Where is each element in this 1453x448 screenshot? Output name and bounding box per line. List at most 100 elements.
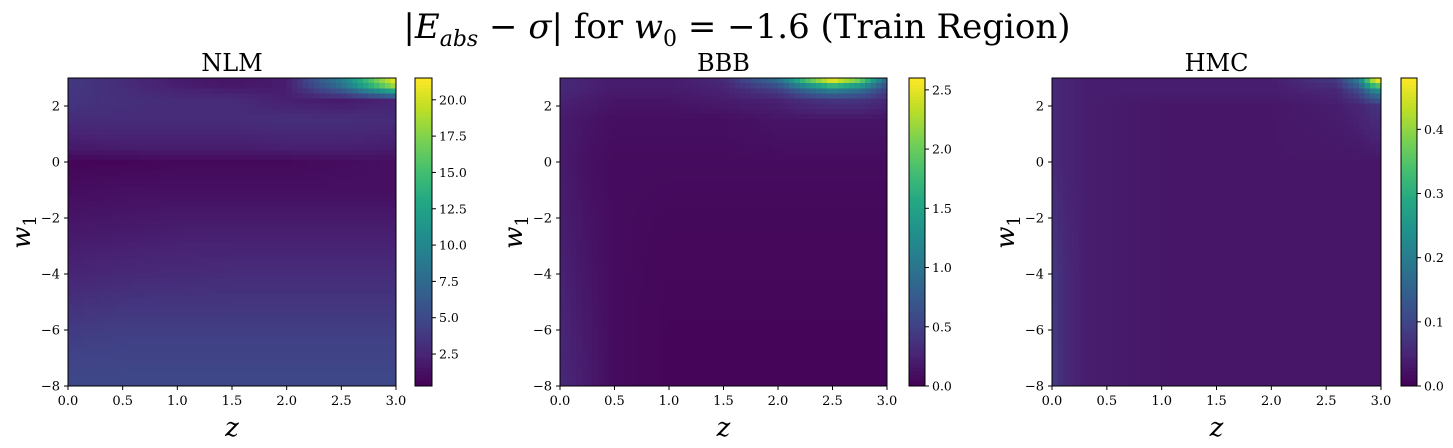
heatmap-cell	[870, 155, 877, 161]
heatmap-cell	[68, 380, 75, 387]
heatmap-cell	[193, 232, 200, 238]
heatmap-cell	[122, 344, 129, 351]
heatmap-cell	[221, 267, 228, 274]
heatmap-cell	[619, 108, 626, 115]
heatmap-cell	[199, 303, 206, 310]
heatmap-cell	[122, 329, 129, 336]
heatmap-cell	[385, 273, 392, 279]
heatmap-cell	[221, 293, 228, 300]
heatmap-cell	[723, 129, 730, 136]
heatmap-cell	[330, 350, 337, 356]
heatmap-cell	[171, 247, 178, 254]
heatmap-cell	[259, 226, 266, 233]
heatmap-cell	[144, 324, 151, 331]
heatmap-cell	[270, 334, 277, 341]
heatmap-cell	[215, 98, 222, 105]
heatmap-cell	[215, 309, 222, 315]
heatmap-cell	[734, 103, 741, 110]
heatmap-cell	[390, 93, 397, 100]
heatmap-cell	[182, 324, 189, 331]
x-tick-label: 2.5	[331, 394, 352, 409]
heatmap-cell	[718, 129, 725, 136]
heatmap-cell	[297, 380, 304, 387]
heatmap-cell	[363, 119, 370, 125]
colorbar-band	[415, 250, 432, 255]
heatmap-cell	[374, 309, 381, 315]
heatmap-cell	[870, 103, 877, 110]
heatmap-cell	[188, 232, 195, 238]
heatmap-cell	[144, 170, 151, 177]
heatmap-cell	[603, 134, 610, 141]
heatmap-cell	[182, 206, 189, 213]
heatmap-cell	[292, 334, 299, 341]
heatmap-cell	[619, 160, 626, 166]
heatmap-cell	[95, 309, 102, 315]
heatmap-cell	[150, 380, 157, 387]
heatmap-cell	[95, 293, 102, 300]
heatmap-cell	[106, 329, 113, 336]
heatmap-cell	[374, 103, 381, 110]
heatmap-cell	[155, 334, 162, 341]
heatmap-cell	[799, 170, 806, 177]
heatmap-cell	[385, 365, 392, 372]
heatmap-cell	[739, 149, 746, 156]
heatmap-cell	[728, 124, 735, 130]
heatmap-cell	[390, 232, 397, 238]
heatmap-cell	[73, 221, 80, 228]
heatmap-cell	[264, 334, 271, 341]
heatmap-cell	[303, 303, 310, 310]
heatmap-cell	[150, 113, 157, 120]
heatmap-cell	[292, 370, 299, 377]
heatmap-cell	[663, 103, 670, 110]
heatmap-cell	[647, 155, 654, 161]
heatmap-cell	[330, 339, 337, 346]
heatmap-cell	[182, 83, 189, 89]
heatmap-cell	[303, 355, 310, 361]
y-tick-label: −6	[41, 324, 60, 339]
heatmap-cell	[155, 221, 162, 228]
heatmap-cell	[292, 375, 299, 382]
heatmap-cell	[73, 155, 80, 161]
heatmap-cell	[352, 134, 359, 141]
heatmap-cell	[281, 108, 288, 115]
heatmap-cell	[385, 211, 392, 218]
heatmap-cell	[374, 303, 381, 310]
heatmap-cell	[723, 98, 730, 105]
heatmap-cell	[565, 155, 572, 161]
heatmap-cell	[204, 155, 211, 161]
heatmap-cell	[144, 196, 151, 202]
heatmap-cell	[204, 88, 211, 94]
heatmap-cell	[308, 211, 315, 218]
heatmap-cell	[171, 339, 178, 346]
heatmap-cell	[128, 232, 135, 238]
heatmap-cell	[297, 262, 304, 269]
heatmap-cell	[357, 165, 364, 171]
heatmap-cell	[357, 93, 364, 100]
heatmap-cell	[68, 257, 75, 264]
heatmap-cell	[150, 185, 157, 192]
heatmap-cell	[701, 119, 708, 125]
heatmap-cell	[177, 149, 184, 156]
heatmap-cell	[177, 139, 184, 146]
heatmap-cell	[139, 252, 146, 259]
heatmap-cell	[84, 232, 91, 238]
heatmap-cell	[68, 303, 75, 310]
heatmap-cell	[346, 380, 353, 387]
heatmap-cell	[565, 139, 572, 146]
heatmap-cell	[341, 149, 348, 156]
heatmap-cell	[292, 201, 299, 207]
heatmap-cell	[352, 237, 359, 243]
heatmap-cell	[259, 252, 266, 259]
heatmap-cell	[647, 144, 654, 151]
heatmap-cell	[150, 160, 157, 166]
heatmap-cell	[390, 78, 397, 84]
heatmap-cell	[870, 175, 877, 182]
heatmap-cell	[308, 350, 315, 356]
heatmap-cell	[232, 247, 239, 254]
colorbar-band	[415, 315, 432, 319]
heatmap-cell	[319, 201, 326, 207]
heatmap-cell	[128, 257, 135, 264]
colorbar-band	[415, 333, 432, 338]
heatmap-cell	[204, 165, 211, 171]
heatmap-cell	[89, 365, 96, 372]
